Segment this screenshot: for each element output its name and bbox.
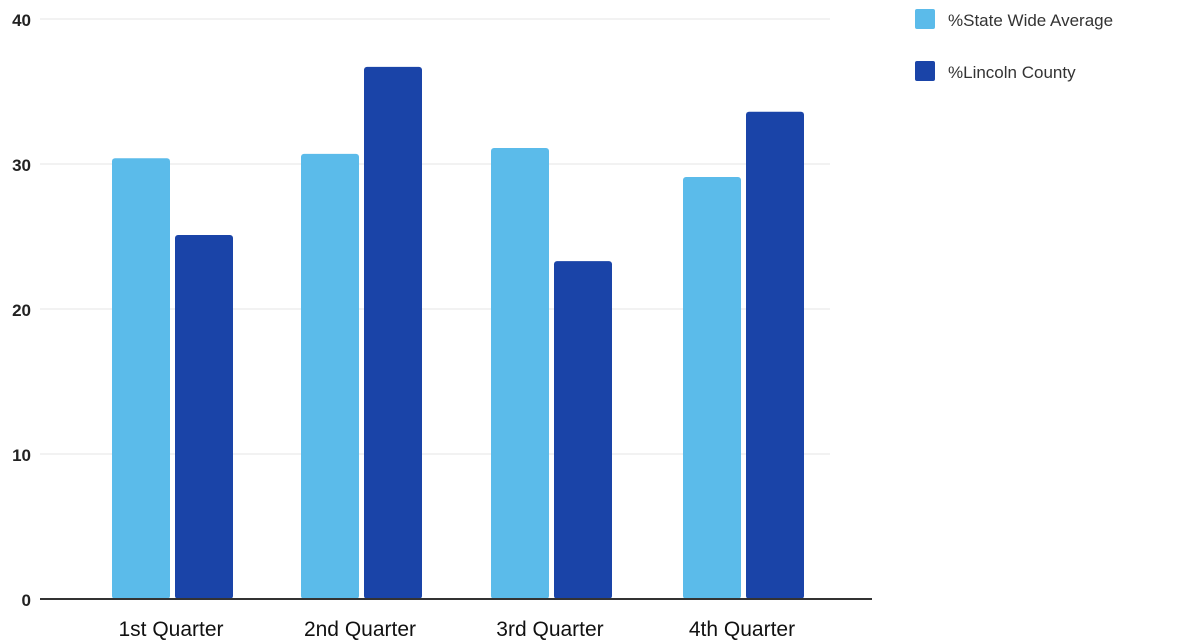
y-axis-ticks: 0 10 20 30 40: [12, 11, 31, 610]
bar-lincoln-county-q1: [175, 235, 233, 600]
bar-state-wide-q4: [683, 177, 741, 600]
y-tick-label-40: 40: [12, 11, 31, 30]
legend: %State Wide Average %Lincoln County: [915, 9, 1113, 82]
x-tick-label-q1: 1st Quarter: [118, 618, 223, 641]
y-tick-label-0: 0: [22, 591, 31, 610]
bar-state-wide-q3: [491, 148, 549, 600]
y-tick-label-10: 10: [12, 446, 31, 465]
legend-label-state-wide: %State Wide Average: [948, 11, 1113, 30]
bar-state-wide-q2: [301, 153, 359, 599]
y-tick-label-30: 30: [12, 156, 31, 175]
x-axis-ticks: 1st Quarter 2nd Quarter 3rd Quarter 4th …: [118, 618, 795, 641]
bar-lincoln-county-q3: [554, 261, 612, 599]
legend-swatch-state-wide: [915, 9, 935, 29]
y-tick-label-20: 20: [12, 301, 31, 320]
bar-state-wide-q1: [112, 158, 170, 599]
x-tick-label-q3: 3rd Quarter: [496, 618, 603, 641]
bar-lincoln-county-q4: [746, 111, 804, 600]
bars: [112, 66, 804, 600]
bar-lincoln-county-q2: [364, 66, 422, 600]
legend-label-lincoln-county: %Lincoln County: [948, 63, 1076, 82]
x-tick-label-q4: 4th Quarter: [689, 618, 795, 641]
legend-swatch-lincoln-county: [915, 61, 935, 81]
x-tick-label-q2: 2nd Quarter: [304, 618, 416, 641]
